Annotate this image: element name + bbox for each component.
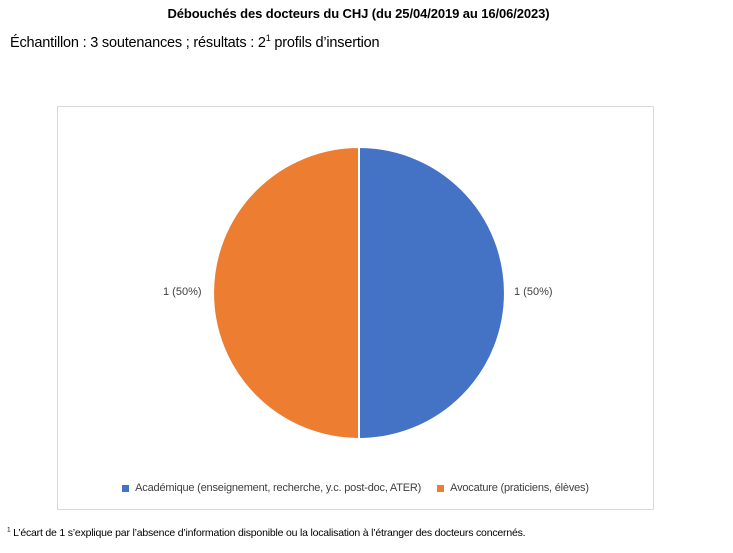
data-label-avocature: 1 (50%) <box>163 286 202 298</box>
pie-slice-avocature <box>212 146 360 440</box>
footnote-text: L’écart de 1 s’explique par l’absence d’… <box>10 527 526 539</box>
pie-chart-area <box>209 143 509 443</box>
sample-description-suffix: profils d’insertion <box>270 35 380 51</box>
footnote: 1 L’écart de 1 s’explique par l’absence … <box>7 526 526 539</box>
pie-slice-academique <box>358 146 506 440</box>
chart-legend: Académique (enseignement, recherche, y.c… <box>58 481 653 495</box>
pie-chart <box>212 146 506 440</box>
legend-item-academique: Académique (enseignement, recherche, y.c… <box>122 481 421 495</box>
sample-description: Échantillon : 3 soutenances ; résultats … <box>10 33 380 51</box>
data-label-academique: 1 (50%) <box>514 286 553 298</box>
sample-description-text: Échantillon : 3 soutenances ; résultats … <box>10 35 266 51</box>
legend-label-avocature: Avocature (praticiens, élèves) <box>450 482 589 494</box>
chart-title: Débouchés des docteurs du CHJ (du 25/04/… <box>167 6 550 21</box>
legend-item-avocature: Avocature (praticiens, élèves) <box>437 481 589 495</box>
chart-frame: 1 (50%) 1 (50%) Académique (enseignement… <box>57 106 654 510</box>
legend-swatch-avocature <box>437 484 445 492</box>
subtitle-superscript: 1 <box>265 33 271 44</box>
legend-swatch-academique <box>122 484 130 492</box>
legend-label-academique: Académique (enseignement, recherche, y.c… <box>135 482 422 494</box>
footnote-superscript: 1 <box>7 526 11 534</box>
